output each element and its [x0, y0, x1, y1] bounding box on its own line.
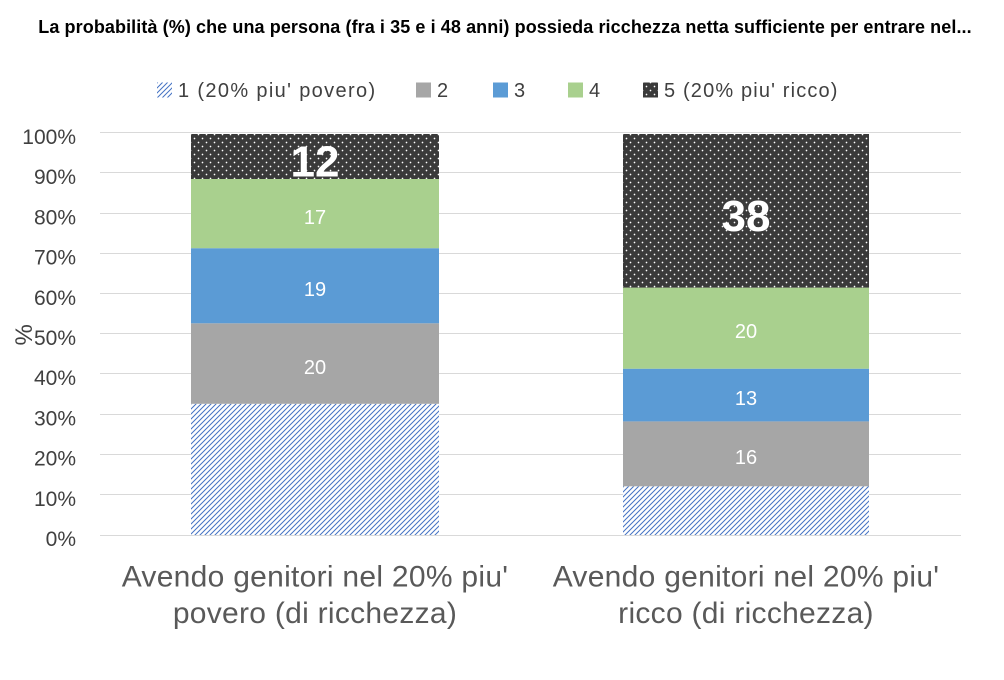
svg-text:40%: 40%	[34, 367, 76, 390]
svg-text:60%: 60%	[34, 287, 76, 310]
svg-text:90%: 90%	[34, 166, 76, 189]
svg-text:3: 3	[514, 80, 525, 102]
svg-text:13: 13	[735, 388, 757, 410]
svg-text:2: 2	[437, 80, 448, 102]
svg-text:ricco (di ricchezza): ricco (di ricchezza)	[618, 597, 874, 630]
svg-text:10%: 10%	[34, 488, 76, 511]
svg-text:100%: 100%	[22, 126, 76, 149]
svg-text:20: 20	[735, 321, 757, 343]
svg-text:20: 20	[304, 357, 326, 379]
svg-text:50%: 50%	[34, 327, 76, 350]
svg-text:70%: 70%	[34, 247, 76, 270]
svg-text:5 (20% piu' ricco): 5 (20% piu' ricco)	[664, 80, 839, 102]
svg-text:17: 17	[304, 207, 326, 229]
svg-text:Avendo genitori nel 20% piu': Avendo genitori nel 20% piu'	[122, 561, 509, 594]
svg-text:povero (di ricchezza): povero (di ricchezza)	[173, 597, 457, 630]
svg-text:19: 19	[304, 279, 326, 301]
svg-text:20%: 20%	[34, 448, 76, 471]
svg-text:4: 4	[589, 80, 600, 102]
svg-text:Avendo genitori nel 20% piu': Avendo genitori nel 20% piu'	[553, 561, 940, 594]
svg-text:16: 16	[735, 447, 757, 469]
svg-text:38: 38	[722, 192, 771, 241]
svg-text:0%: 0%	[46, 528, 76, 551]
svg-text:La probabilità (%) che una per: La probabilità (%) che una persona (fra …	[38, 17, 971, 37]
svg-text:30%: 30%	[34, 407, 76, 430]
svg-text:1 (20% piu' povero): 1 (20% piu' povero)	[178, 80, 376, 102]
svg-text:12: 12	[291, 137, 340, 186]
svg-text:%: %	[11, 324, 38, 345]
svg-text:80%: 80%	[34, 206, 76, 229]
